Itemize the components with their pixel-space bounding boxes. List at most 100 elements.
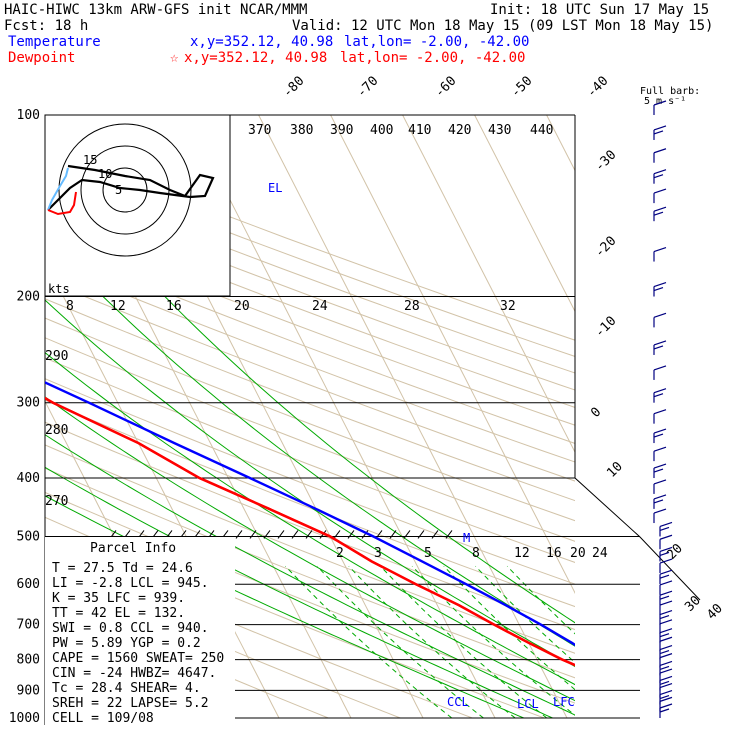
hatch-mark bbox=[333, 530, 341, 539]
theta-tick-label: 280 bbox=[45, 423, 68, 438]
wind-barb-flag bbox=[653, 446, 667, 452]
m-marker: M bbox=[463, 531, 470, 545]
theta-tick-label: 290 bbox=[45, 349, 68, 364]
theta-tick-label: 400 bbox=[370, 123, 393, 138]
dry-adiabat-line bbox=[45, 159, 575, 357]
background-grid bbox=[45, 115, 575, 719]
mixing-ratio-line bbox=[348, 565, 516, 719]
isotherm-tick-label: -40 bbox=[584, 74, 611, 101]
mixing-ratio-label: 24 bbox=[592, 546, 608, 561]
header-title: HAIC-HIWC 13km ARW-GFS init NCAR/MMM bbox=[4, 2, 307, 18]
dry-adiabat-line bbox=[45, 208, 575, 408]
wind-barb-flag bbox=[653, 433, 664, 438]
isotherm-tick-label: -10 bbox=[592, 314, 619, 341]
dry-adiabat-line bbox=[45, 399, 575, 608]
parcel-info-box: Parcel Info T = 27.5 Td = 24.6LI = -2.8 … bbox=[45, 537, 235, 726]
wind-barb-flag bbox=[653, 125, 667, 131]
pressure-tick-label: 800 bbox=[17, 653, 40, 668]
lfc-marker: LFC bbox=[553, 695, 575, 709]
pressure-tick-label: 100 bbox=[17, 108, 40, 123]
moist-adiabat-label: 28 bbox=[404, 299, 420, 314]
wind-barb-flag bbox=[653, 345, 664, 350]
wind-barb-flag bbox=[659, 660, 673, 667]
wind-barb-flag bbox=[653, 365, 667, 371]
hatch-mark bbox=[431, 530, 439, 539]
wind-barb-flag bbox=[653, 340, 667, 346]
parcel-info-row: SREH = 22 LAPSE= 5.2 bbox=[52, 696, 209, 711]
wind-barb-flag bbox=[659, 534, 673, 540]
wind-barb-flag bbox=[659, 574, 670, 579]
theta-tick-label: 440 bbox=[530, 123, 553, 138]
hatch-mark bbox=[361, 530, 369, 539]
wind-barb-flag bbox=[653, 393, 664, 398]
wind-barb-flag bbox=[659, 595, 670, 600]
mixing-ratio-line bbox=[506, 565, 575, 635]
pressure-tick-label: 200 bbox=[17, 290, 40, 305]
moist-adiabat-label: 24 bbox=[312, 299, 328, 314]
series-dewpoint bbox=[45, 396, 575, 667]
hatch-mark bbox=[445, 530, 453, 539]
wind-barb-flag bbox=[659, 615, 670, 620]
wind-barb-flag bbox=[653, 246, 667, 253]
pressure-tick-label: 400 bbox=[17, 471, 40, 486]
moist-adiabat-label: 16 bbox=[166, 299, 182, 314]
theta-tick-label: 430 bbox=[488, 123, 511, 138]
wind-barb-flag bbox=[659, 644, 673, 651]
isotherm-tick-label: 30 bbox=[682, 593, 704, 615]
isotherm-line bbox=[258, 115, 568, 719]
isotherm-line bbox=[474, 115, 575, 313]
parcel-info-row: Tc = 28.4 SHEAR= 4. bbox=[52, 681, 201, 696]
theta-tick-label: 420 bbox=[448, 123, 471, 138]
isotherm-tick-label: 10 bbox=[604, 459, 626, 481]
hatch-mark bbox=[291, 530, 299, 539]
dry-adiabat-line bbox=[45, 444, 575, 654]
hodograph-trace-upper bbox=[47, 164, 215, 211]
wind-barb-flag bbox=[653, 100, 667, 106]
wind-barb-flag bbox=[659, 569, 673, 575]
dry-adiabat-line bbox=[45, 357, 575, 563]
sounding-curves bbox=[45, 381, 575, 667]
series-parcel bbox=[45, 381, 575, 647]
ccl-marker: CCL bbox=[447, 695, 469, 709]
wind-barb-flag bbox=[653, 463, 667, 469]
hatch-mark bbox=[249, 530, 257, 539]
wind-barb-flag bbox=[659, 558, 673, 564]
parcel-info-row: CELL = 109/08 bbox=[52, 711, 154, 726]
wind-barb-flag bbox=[653, 468, 664, 473]
hodograph-ring-label-15: 15 bbox=[83, 153, 97, 167]
wind-barb-flag bbox=[659, 610, 673, 616]
wind-barb-flag bbox=[659, 590, 673, 596]
hatch-mark bbox=[277, 530, 285, 539]
pressure-tick-label: 900 bbox=[17, 683, 40, 698]
header-init: Init: 18 UTC Sun 17 May 15 bbox=[490, 2, 709, 18]
moist-adiabat-label: 12 bbox=[110, 299, 126, 314]
wind-barb-flag bbox=[659, 633, 670, 638]
wind-barb-flag bbox=[659, 580, 673, 586]
hodograph-inset: 5 10 15 kts bbox=[44, 114, 231, 297]
wind-barb-flag bbox=[659, 665, 670, 671]
wind-barb-flag bbox=[659, 653, 673, 659]
theta-tick-label: 390 bbox=[330, 123, 353, 138]
dry-adiabat-line bbox=[45, 279, 575, 482]
hodograph-trace-surface bbox=[47, 191, 77, 216]
wind-barb-flag bbox=[659, 619, 673, 625]
parcel-info-row: TT = 42 EL = 132. bbox=[52, 606, 185, 621]
isotherm-tick-label: -70 bbox=[354, 74, 381, 101]
wind-barb-flag bbox=[653, 494, 667, 500]
dry-adiabat-line bbox=[45, 378, 575, 585]
dewpoint-label: Dewpoint bbox=[8, 50, 75, 66]
mixing-ratio-line bbox=[380, 565, 548, 719]
hatch-mark bbox=[417, 530, 425, 539]
moist-adiabat-label: 8 bbox=[66, 299, 74, 314]
dry-adiabat-line bbox=[45, 569, 401, 719]
wind-barb-flag bbox=[653, 508, 667, 514]
wind-barb-flag bbox=[653, 130, 664, 135]
wind-barb-flag bbox=[659, 636, 673, 642]
hatch-mark bbox=[263, 530, 271, 539]
isotherm-line bbox=[330, 115, 575, 595]
lcl-marker: LCL bbox=[517, 697, 539, 711]
pressure-tick-label: 300 bbox=[17, 396, 40, 411]
barb-legend-line1: Full barb: bbox=[640, 86, 700, 97]
dry-adiabat-line bbox=[45, 261, 575, 463]
